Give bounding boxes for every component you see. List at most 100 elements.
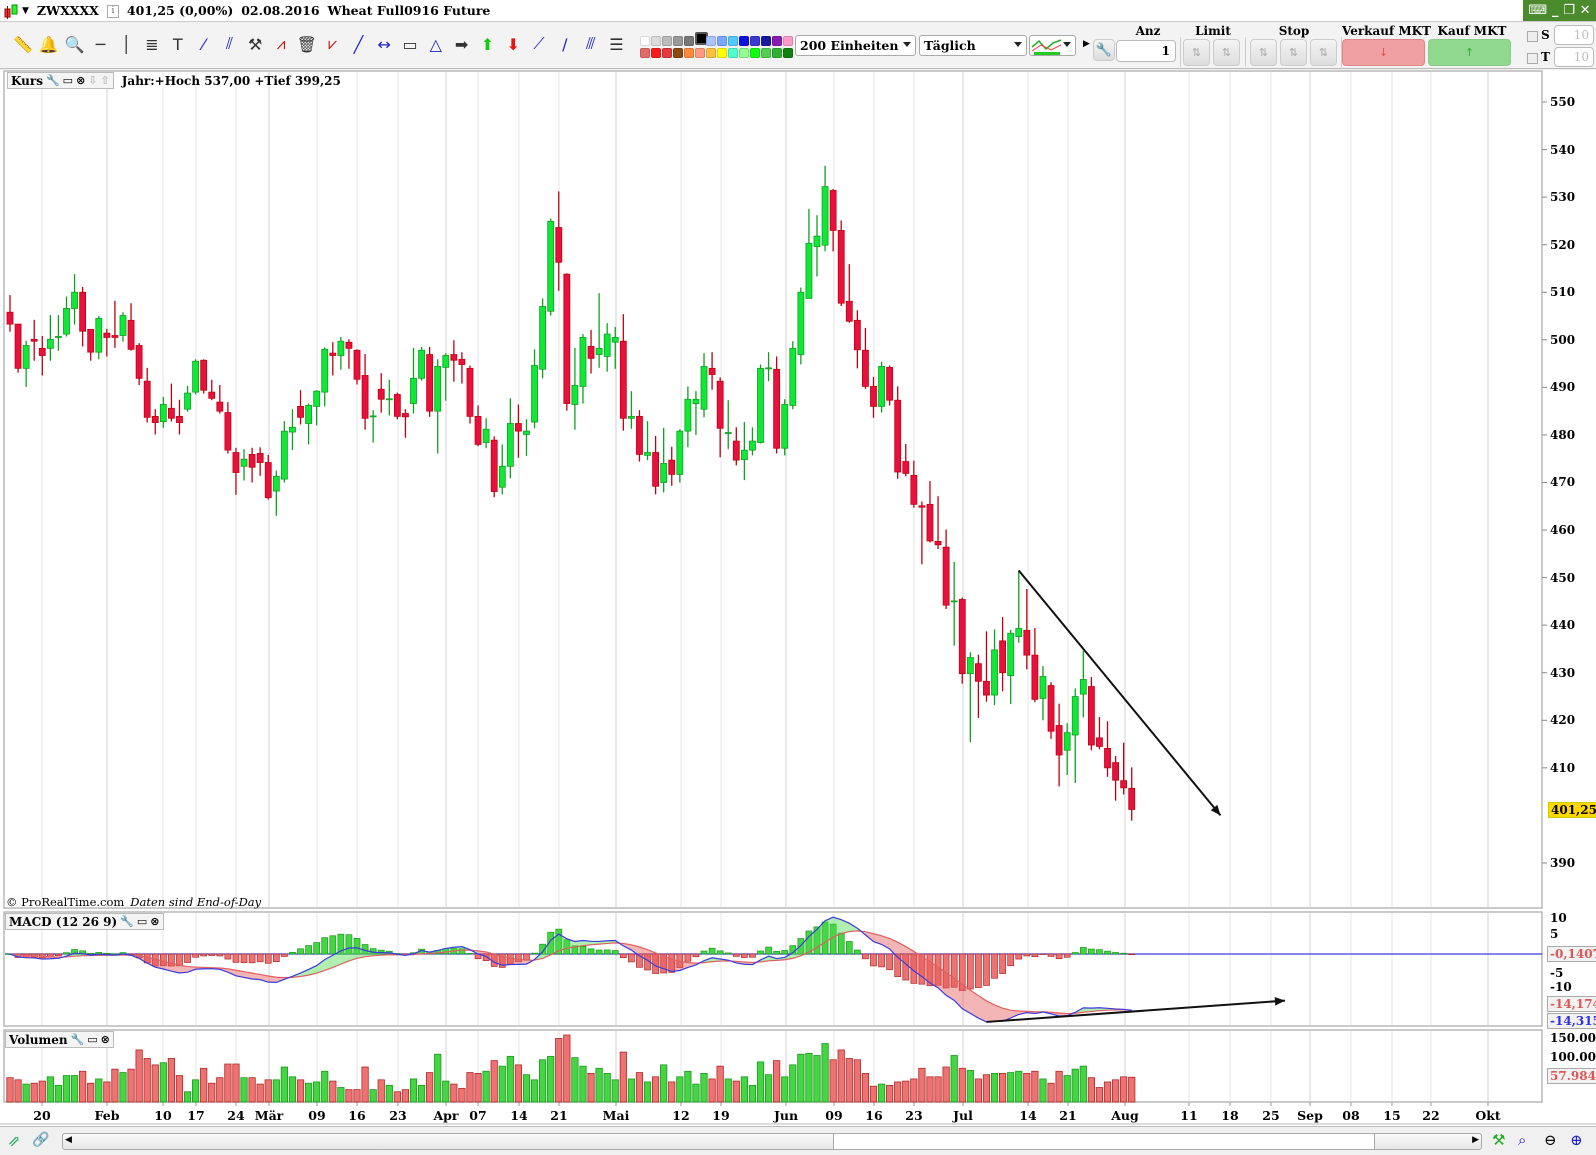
color-swatch[interactable] xyxy=(739,48,749,58)
color-swatch[interactable] xyxy=(662,48,672,58)
fibonacci-icon[interactable]: ⩘ xyxy=(276,34,286,53)
color-swatch[interactable] xyxy=(739,36,749,46)
candle xyxy=(975,654,982,718)
segment-icon[interactable]: ⁄ xyxy=(202,34,205,54)
color-swatch[interactable] xyxy=(728,36,738,46)
zigzag-icon[interactable]: ⩗ xyxy=(328,34,338,53)
auto-zoom-icon[interactable]: ⌕ xyxy=(1518,1131,1527,1149)
keyboard-icon[interactable]: ⌨ xyxy=(1528,3,1548,18)
chart-settings-icon[interactable]: ⚒ xyxy=(1492,1131,1506,1149)
close-button[interactable]: ✕ xyxy=(1579,3,1591,18)
color-swatch[interactable] xyxy=(706,36,716,46)
zoom-out-icon[interactable]: ⊖ xyxy=(1544,1131,1557,1149)
maximize-icon[interactable]: ▭ xyxy=(136,915,148,928)
order-settings-button[interactable]: 🔧 xyxy=(1093,39,1115,61)
color-swatch[interactable] xyxy=(640,48,650,58)
channel-icon[interactable]: ⫻ xyxy=(585,34,596,53)
color-swatch[interactable] xyxy=(695,48,705,58)
symbol-name[interactable]: ZWXXXX xyxy=(36,3,99,18)
color-swatch[interactable] xyxy=(772,48,782,58)
arrow-down-icon[interactable]: ⬇ xyxy=(506,34,520,54)
color-swatch[interactable] xyxy=(717,48,727,58)
restore-button[interactable]: ❐ xyxy=(1563,3,1575,18)
zoom-in-icon[interactable]: ⊕ xyxy=(1570,1131,1583,1149)
stop-sell-button[interactable]: ⇅ xyxy=(1280,39,1307,66)
color-swatch[interactable] xyxy=(761,48,771,58)
close-icon[interactable]: ⊗ xyxy=(100,1033,110,1046)
limit-buy-button[interactable]: ⇅ xyxy=(1183,39,1210,66)
color-swatch[interactable] xyxy=(684,36,694,46)
x-axis-label: 16 xyxy=(348,1108,366,1123)
expand-arrow-icon[interactable]: ▶ xyxy=(1083,39,1090,49)
s-checkbox[interactable] xyxy=(1527,31,1538,42)
zoom-icon[interactable]: 🔍 xyxy=(64,34,85,54)
parallel-lines-icon[interactable]: ⫽ xyxy=(225,34,233,53)
color-swatch[interactable] xyxy=(783,48,793,58)
stop-limit-button[interactable]: ⇅ xyxy=(1310,39,1337,66)
color-swatch[interactable] xyxy=(662,36,672,46)
color-swatch[interactable] xyxy=(783,36,793,46)
maximize-icon[interactable]: ▭ xyxy=(87,1033,98,1046)
arrow-right-icon[interactable]: ➡ xyxy=(454,34,469,54)
tools-icon[interactable]: ⚒ xyxy=(248,34,263,54)
link-chart-icon[interactable]: 🔗 xyxy=(32,1132,50,1148)
move-down-icon[interactable]: ⇩ xyxy=(88,74,98,87)
color-swatch[interactable] xyxy=(728,48,738,58)
gann-line-icon[interactable]: ∕ xyxy=(562,34,568,54)
info-icon[interactable]: i xyxy=(106,4,119,18)
color-swatch[interactable] xyxy=(684,48,694,58)
close-icon[interactable]: ⊗ xyxy=(150,915,160,928)
chart-canvas[interactable] xyxy=(0,0,1596,1126)
volume-bar xyxy=(361,1066,369,1103)
t-input[interactable]: 10 xyxy=(1554,47,1594,67)
color-swatch[interactable] xyxy=(750,36,760,46)
minimize-button[interactable]: _ xyxy=(1551,3,1559,18)
t-checkbox[interactable] xyxy=(1527,53,1538,64)
vertical-line-icon[interactable]: │ xyxy=(121,34,131,54)
close-icon[interactable]: ⊗ xyxy=(76,74,86,87)
indicator-list-icon[interactable]: ☰ xyxy=(609,34,624,54)
ruler-icon[interactable]: 📏 xyxy=(13,34,33,54)
color-swatch[interactable] xyxy=(673,48,683,58)
scroll-right-icon[interactable]: ▶ xyxy=(1472,1135,1479,1145)
scrollbar-thumb[interactable] xyxy=(833,1134,1375,1149)
arrow-up-icon[interactable]: ⬆ xyxy=(480,34,495,54)
wrench-icon[interactable]: 🔧 xyxy=(70,1033,85,1046)
s-input[interactable]: 10 xyxy=(1554,25,1594,45)
chart-type-button[interactable] xyxy=(1029,35,1076,56)
color-swatch[interactable] xyxy=(750,48,760,58)
text-icon[interactable]: T xyxy=(172,34,183,54)
color-swatch[interactable] xyxy=(651,48,661,58)
color-swatch[interactable] xyxy=(706,48,716,58)
color-swatch[interactable] xyxy=(717,36,727,46)
color-swatch[interactable] xyxy=(651,36,661,46)
wrench-icon[interactable]: 🔧 xyxy=(120,915,134,928)
period-select[interactable]: Täglich xyxy=(919,35,1027,56)
horizontal-segment-icon[interactable]: ↔ xyxy=(377,34,391,54)
horizontal-scrollbar[interactable]: ◀ ▶ xyxy=(62,1133,1482,1150)
rectangle-icon[interactable]: ▭ xyxy=(402,34,418,54)
trash-icon[interactable]: 🗑 xyxy=(296,34,317,54)
scroll-left-icon[interactable]: ◀ xyxy=(65,1135,72,1145)
stop-buy-button[interactable]: ⇅ xyxy=(1250,39,1277,66)
color-swatch[interactable] xyxy=(772,36,782,46)
limit-sell-button[interactable]: ⇅ xyxy=(1213,39,1240,66)
units-select[interactable]: 200 Einheiten xyxy=(795,35,916,56)
indicator-line-icon[interactable]: ≣ xyxy=(145,34,159,54)
color-swatch[interactable] xyxy=(673,36,683,46)
color-swatch[interactable] xyxy=(761,36,771,46)
alarm-bell-icon[interactable]: 🔔 xyxy=(38,34,59,54)
symbol-dropdown-icon[interactable]: ▼ xyxy=(22,6,29,16)
triangle-icon[interactable]: △ xyxy=(429,34,442,54)
horizontal-line-icon[interactable]: ─ xyxy=(95,34,106,54)
buy-market-button[interactable]: ↑ xyxy=(1428,39,1511,66)
sell-market-button[interactable]: ↓ xyxy=(1342,39,1425,66)
export-chart-icon[interactable]: ⇗ xyxy=(8,1132,21,1150)
wrench-icon[interactable]: 🔧 xyxy=(45,74,60,87)
quantity-input[interactable]: 1 xyxy=(1116,40,1176,62)
color-swatch[interactable] xyxy=(640,36,650,46)
trendline-icon[interactable]: ╱ xyxy=(353,34,364,54)
gann-fan-icon[interactable]: ⟋ xyxy=(533,34,545,53)
maximize-icon[interactable]: ▭ xyxy=(62,74,74,87)
move-up-icon[interactable]: ⇧ xyxy=(100,74,110,87)
